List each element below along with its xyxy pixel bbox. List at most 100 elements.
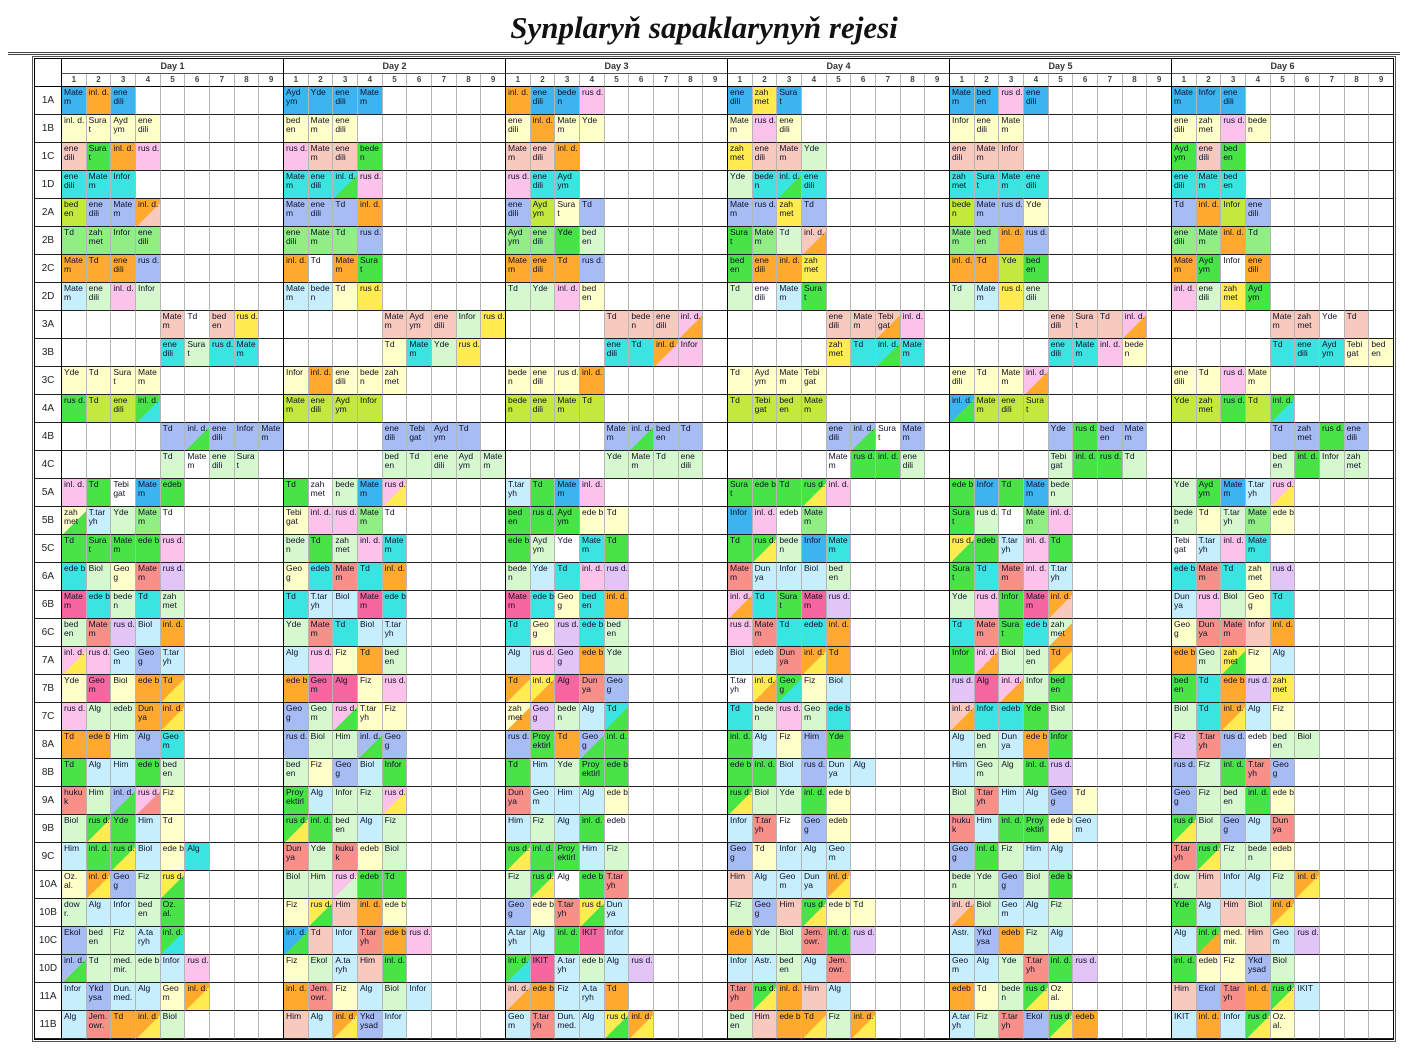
lesson-cell: Him bbox=[282, 1011, 308, 1039]
lesson-cell bbox=[455, 815, 481, 843]
lesson-cell: zah met bbox=[1220, 647, 1245, 675]
lesson-cell: Fiz bbox=[282, 899, 308, 927]
lesson-cell bbox=[899, 171, 925, 199]
lesson-cell bbox=[702, 563, 727, 591]
period-header: 3 bbox=[110, 74, 135, 87]
lesson-cell: T.tar yh bbox=[1195, 535, 1221, 563]
lesson-cell bbox=[1343, 507, 1369, 535]
lesson-cell: rus d. bbox=[406, 927, 431, 955]
period-header: 4 bbox=[134, 74, 160, 87]
lesson-cell bbox=[652, 871, 678, 899]
lesson-cell: rus d. bbox=[1220, 731, 1245, 759]
lesson-cell: Dun ya bbox=[504, 787, 530, 815]
lesson-cell: Proy ektirl bbox=[578, 759, 604, 787]
period-header: 7 bbox=[1096, 74, 1122, 87]
lesson-cell: Mate m bbox=[973, 395, 999, 423]
lesson-cell bbox=[628, 871, 653, 899]
lesson-cell: ene dili bbox=[61, 171, 86, 199]
period-header: 9 bbox=[1146, 74, 1171, 87]
lesson-cell: Td bbox=[504, 619, 530, 647]
lesson-cell: rus d. bbox=[998, 283, 1023, 311]
period-header: 1 bbox=[61, 74, 86, 87]
lesson-cell: Biol bbox=[726, 647, 752, 675]
lesson-cell bbox=[258, 787, 283, 815]
lesson-cell bbox=[1072, 255, 1097, 283]
lesson-cell: Geo g bbox=[332, 759, 357, 787]
lesson-cell: ene dili bbox=[85, 283, 111, 311]
lesson-cell: Td bbox=[603, 535, 629, 563]
lesson-cell: rus d. bbox=[282, 731, 308, 759]
lesson-cell bbox=[874, 367, 900, 395]
lesson-cell: Td bbox=[61, 731, 86, 759]
lesson-cell bbox=[652, 283, 678, 311]
lesson-cell bbox=[628, 87, 653, 115]
lesson-cell bbox=[1244, 311, 1270, 339]
lesson-cell: Infor bbox=[1318, 451, 1344, 479]
lesson-cell: Td bbox=[159, 675, 185, 703]
lesson-cell bbox=[381, 395, 407, 423]
lesson-cell bbox=[652, 983, 678, 1011]
lesson-cell: Infor bbox=[998, 591, 1023, 619]
lesson-cell: inl. d. bbox=[998, 815, 1023, 843]
lesson-cell bbox=[652, 955, 678, 983]
lesson-cell bbox=[1146, 311, 1171, 339]
lesson-cell bbox=[1072, 675, 1097, 703]
lesson-cell: bed en bbox=[1220, 171, 1245, 199]
lesson-cell: Mate m bbox=[1022, 479, 1048, 507]
lesson-cell: inl. d. bbox=[110, 787, 135, 815]
lesson-cell bbox=[455, 1011, 481, 1039]
lesson-cell bbox=[924, 731, 949, 759]
lesson-cell: Td bbox=[455, 423, 481, 451]
lesson-cell: inl. d. bbox=[751, 675, 777, 703]
period-header: 7 bbox=[430, 74, 456, 87]
period-header: 1 bbox=[1170, 74, 1196, 87]
lesson-cell bbox=[1096, 619, 1122, 647]
lesson-cell: rus d. bbox=[751, 535, 777, 563]
lesson-cell bbox=[677, 171, 703, 199]
lesson-cell bbox=[455, 507, 481, 535]
lesson-cell: ede b bbox=[134, 955, 160, 983]
lesson-cell: inl. d. bbox=[554, 143, 579, 171]
lesson-cell: ene dili bbox=[134, 115, 160, 143]
lesson-cell: Yde bbox=[61, 675, 86, 703]
lesson-cell: inl. d. bbox=[1022, 535, 1048, 563]
lesson-cell bbox=[258, 843, 283, 871]
lesson-cell: rus d. bbox=[1220, 115, 1245, 143]
lesson-cell: Ayd ym bbox=[1170, 143, 1196, 171]
lesson-cell bbox=[1072, 647, 1097, 675]
lesson-cell: Mate m bbox=[184, 451, 209, 479]
lesson-cell bbox=[702, 759, 727, 787]
lesson-cell bbox=[850, 367, 875, 395]
lesson-cell bbox=[628, 787, 653, 815]
lesson-cell: ede b bbox=[578, 647, 604, 675]
lesson-cell: Alg bbox=[85, 899, 111, 927]
lesson-cell: Ayd ym bbox=[751, 367, 777, 395]
class-label: 8B bbox=[35, 759, 61, 787]
lesson-cell: Alg bbox=[529, 927, 555, 955]
lesson-cell: inl. d. bbox=[134, 199, 160, 227]
lesson-cell bbox=[899, 395, 925, 423]
lesson-cell bbox=[1096, 759, 1122, 787]
lesson-cell: T.tar yh bbox=[504, 479, 530, 507]
lesson-cell: inl. d. bbox=[973, 843, 999, 871]
lesson-cell: inl. d. bbox=[776, 983, 801, 1011]
lesson-cell bbox=[899, 227, 925, 255]
lesson-cell: IKIT bbox=[529, 955, 555, 983]
lesson-cell: Fiz bbox=[134, 871, 160, 899]
lesson-cell: ene dili bbox=[1022, 283, 1048, 311]
period-header: 1 bbox=[282, 74, 308, 87]
lesson-cell bbox=[850, 171, 875, 199]
lesson-cell: Geo m bbox=[973, 759, 999, 787]
lesson-cell bbox=[1146, 955, 1171, 983]
lesson-cell: Geo m bbox=[1072, 815, 1097, 843]
lesson-cell: Yde bbox=[1170, 395, 1196, 423]
lesson-cell bbox=[1343, 787, 1369, 815]
lesson-cell bbox=[184, 143, 209, 171]
lesson-cell: Him bbox=[1170, 983, 1196, 1011]
lesson-cell: inl. d. bbox=[1022, 367, 1048, 395]
lesson-cell: zah met bbox=[1244, 563, 1270, 591]
lesson-cell bbox=[1121, 703, 1147, 731]
lesson-cell bbox=[924, 451, 949, 479]
lesson-cell: Alg bbox=[61, 1011, 86, 1039]
lesson-cell bbox=[110, 339, 135, 367]
